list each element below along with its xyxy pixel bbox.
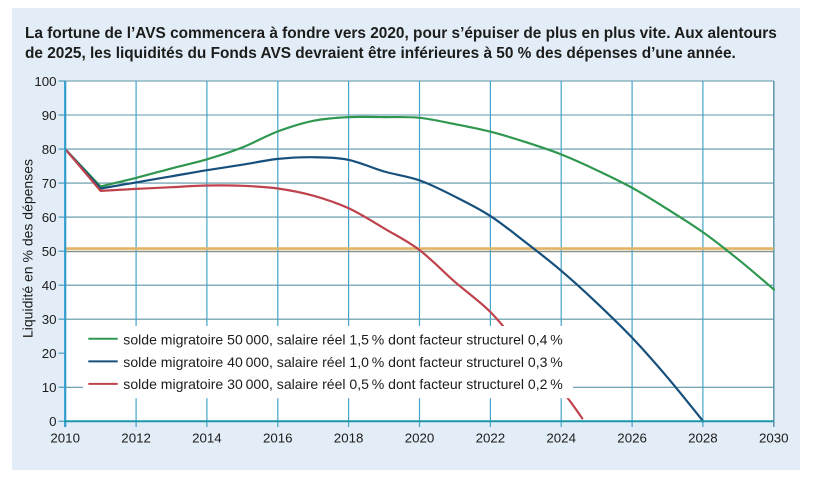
- svg-text:solde migratoire 40 000, salai: solde migratoire 40 000, salaire réel 1,…: [123, 354, 562, 370]
- svg-text:100: 100: [34, 74, 56, 89]
- svg-text:2020: 2020: [405, 431, 435, 446]
- svg-text:70: 70: [42, 176, 57, 191]
- svg-text:2012: 2012: [121, 431, 151, 446]
- svg-text:2016: 2016: [263, 431, 293, 446]
- svg-text:2014: 2014: [192, 431, 222, 446]
- svg-text:2022: 2022: [476, 431, 506, 446]
- svg-text:0: 0: [49, 414, 56, 429]
- svg-text:solde migratoire 50 000, salai: solde migratoire 50 000, salaire réel 1,…: [123, 332, 562, 348]
- svg-text:60: 60: [42, 210, 57, 225]
- svg-text:90: 90: [42, 108, 57, 123]
- svg-text:2026: 2026: [617, 431, 647, 446]
- svg-text:2024: 2024: [546, 431, 576, 446]
- svg-text:2010: 2010: [50, 431, 80, 446]
- svg-text:50: 50: [42, 244, 57, 259]
- svg-text:30: 30: [42, 312, 57, 327]
- svg-text:10: 10: [42, 380, 57, 395]
- svg-text:20: 20: [42, 346, 57, 361]
- svg-text:2018: 2018: [334, 431, 364, 446]
- svg-text:2030: 2030: [759, 431, 789, 446]
- svg-text:80: 80: [42, 142, 57, 157]
- svg-text:Liquidité en % des dépenses: Liquidité en % des dépenses: [20, 159, 36, 338]
- svg-text:2028: 2028: [688, 431, 718, 446]
- svg-text:40: 40: [42, 278, 57, 293]
- svg-text:solde migratoire 30 000, salai: solde migratoire 30 000, salaire réel 0,…: [123, 376, 562, 392]
